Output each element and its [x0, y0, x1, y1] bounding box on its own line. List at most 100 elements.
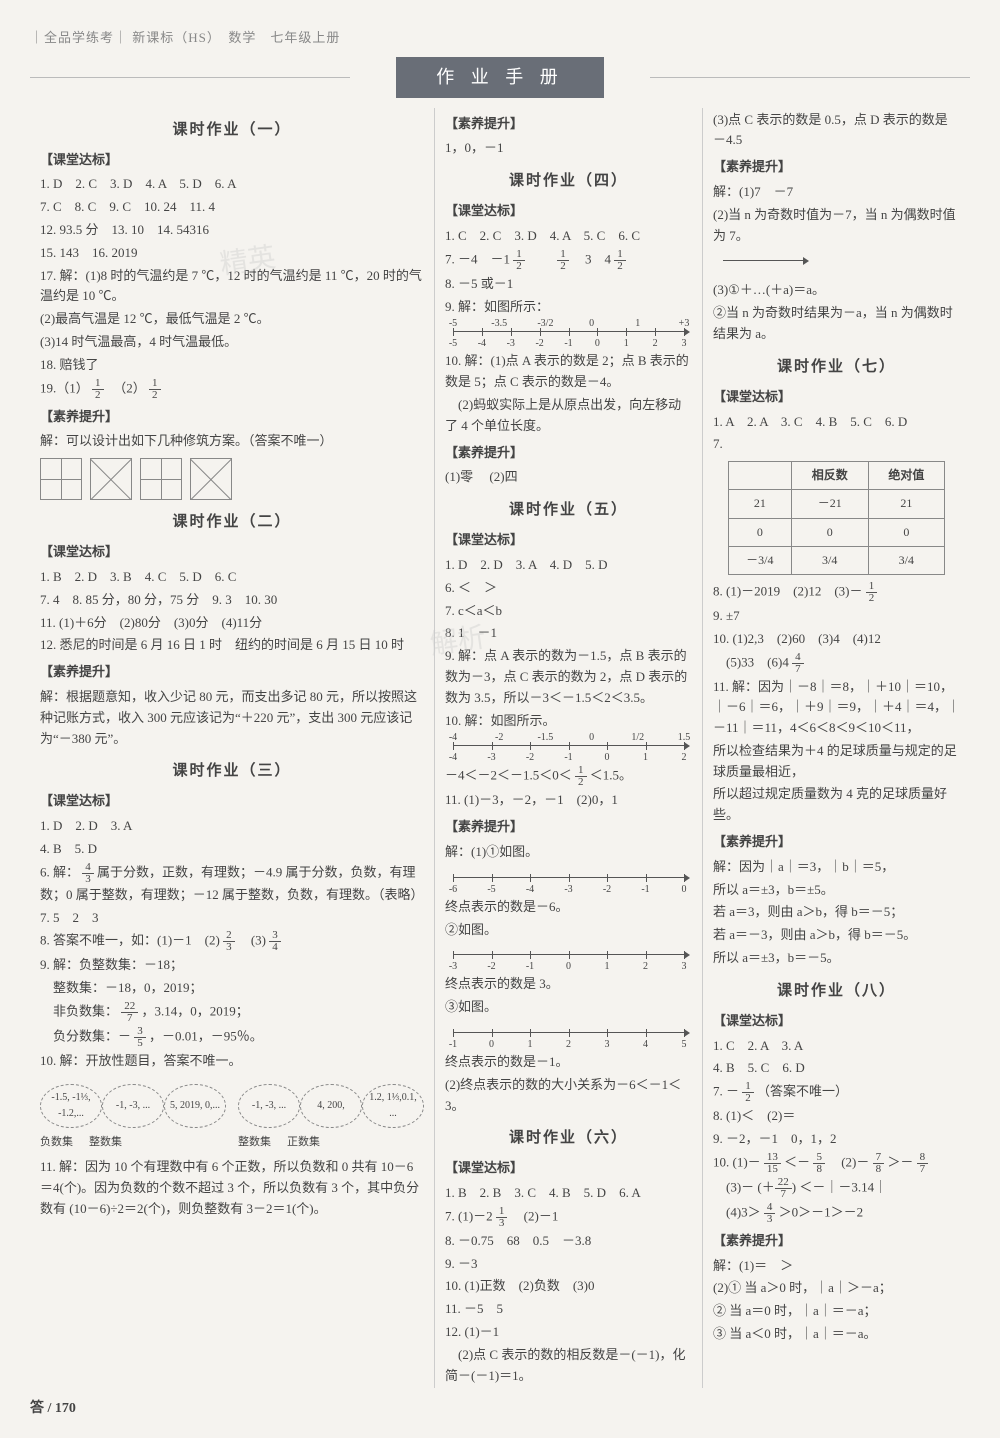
hw4-syts: 【素养提升】	[445, 443, 692, 464]
td-02: 21	[868, 490, 945, 518]
hw5-l12: 终点表示的数是 3。	[445, 974, 692, 995]
numline-1: -5-4-3-2-10123-5-3.5-3/201+3	[453, 331, 684, 347]
c3-pre-l5: ②当 n 为奇数时结果为－a，当 n 为偶数时结果为 a。	[713, 303, 960, 345]
hw7-l12: 若 a＝3，则由 a＞b，得 b＝－5；	[713, 902, 960, 923]
hw6-l2a: 7. (1)－2	[445, 1208, 493, 1223]
frac-5-8: 58	[813, 1152, 825, 1175]
hw8-l6a: 10. (1)－	[713, 1154, 761, 1169]
oval-1: -1.5, -1⅓, -1.2,...	[40, 1084, 102, 1128]
hw4-l2: 7. －4 －1 12 12 3 4 12	[445, 249, 692, 272]
hw1-l5: 17. 解：(1)8 时的气温约是 7 ℃，12 时的气温约是 11 ℃，20 …	[40, 266, 424, 308]
hw5-ktdb: 【课堂达标】	[445, 530, 692, 551]
hw5-l7a: －4＜－2＜－1.5＜0＜	[445, 768, 572, 783]
hw1-l6: (2)最高气温是 12 ℃，最低气温是 2 ℃。	[40, 309, 424, 330]
th-1: 相反数	[791, 462, 868, 490]
hw2-l5: 解：根据题意知，收入少记 80 元，而支出多记 80 元，所以按照这种记账方式，…	[40, 687, 424, 749]
hw3-l4: 7. 5 2 3	[40, 908, 424, 929]
columns: 课时作业（一） 【课堂达标】 1. D 2. C 3. D 4. A 5. D …	[30, 108, 970, 1389]
hw3-l2: 4. B 5. D	[40, 839, 424, 860]
column-3: (3)点 C 表示的数是 0.5，点 D 表示的数是－4.5 【素养提升】 解：…	[703, 108, 970, 1389]
hw3-l8b: ，3.14，0，2019；	[142, 1003, 249, 1018]
hw8-l7b: ＜－｜－3.14｜	[799, 1179, 887, 1194]
hw3-l9b: ，－0.01，－95％。	[149, 1028, 263, 1043]
hw4-title: 课时作业（四）	[445, 169, 692, 193]
hw7-l10: 解：因为｜a｜＝3，｜b｜＝5，	[713, 857, 960, 878]
hw8-l12: ③ 当 a＜0 时，｜a｜＝－a。	[713, 1324, 960, 1345]
hw8-l8b: ＞0＞－1＞－2	[779, 1204, 864, 1219]
hw7-table: 相反数 绝对值 21 －21 21 0 0 0 －3/4 3/4 3/4	[728, 461, 945, 575]
hw7-ktdb: 【课堂达标】	[713, 387, 960, 408]
c3-pre-l1: (3)点 C 表示的数是 0.5，点 D 表示的数是－4.5	[713, 110, 960, 152]
hw3-l3a: 6. 解：	[40, 864, 79, 879]
table-row: －3/4 3/4 3/4	[728, 546, 944, 574]
square-3	[140, 458, 182, 500]
oval-6: 1.2, 1⅓,0.1, ...	[362, 1084, 424, 1128]
hw6-l2b: (2)－1	[511, 1208, 559, 1223]
banner: 作 业 手 册	[396, 57, 604, 98]
hw1-l9a: 19.（1）	[40, 380, 89, 395]
hw1-l7: (3)14 时气温最高，4 时气温最低。	[40, 332, 424, 353]
hw3-l10: 10. 解：开放性题目，答案不唯一。	[40, 1051, 424, 1072]
hw6-l4: 9. －3	[445, 1254, 692, 1275]
hw1-l9b: （2）	[107, 380, 146, 395]
sub-title: 新课标（HS） 数学 七年级上册	[132, 30, 340, 45]
square-4	[190, 458, 232, 500]
frac-1-2b: 12	[149, 378, 161, 401]
square-1	[40, 458, 82, 500]
hw3-l5b: (3)	[238, 933, 266, 948]
hw1-l9: 19.（1） 12 （2） 12	[40, 378, 424, 401]
hw8-l5: 9. －2，－1 0，1，2	[713, 1129, 960, 1150]
hw8-l6b: ＜－	[784, 1154, 810, 1169]
hw5-l13: ③如图。	[445, 997, 692, 1018]
hw8-l6c: (2)－	[828, 1154, 869, 1169]
frac-2-3: 23	[223, 930, 235, 953]
grid-diagrams	[40, 458, 424, 500]
hw7-title: 课时作业（七）	[713, 355, 960, 379]
hw1-ktdb: 【课堂达标】	[40, 150, 424, 171]
hw3-l7: 整数集：－18，0，2019；	[40, 978, 424, 999]
ovl-1: 负数集	[40, 1134, 73, 1152]
hw1-l1: 1. D 2. C 3. D 4. A 5. D 6. A	[40, 174, 424, 195]
hw2-l2: 7. 4 8. 85 分，80 分，75 分 9. 3 10. 30	[40, 590, 424, 611]
c3-pre-l4: (3)①＋…(＋a)＝a。	[713, 280, 960, 301]
oval-5: 4, 200,	[300, 1084, 362, 1128]
hw4-l6: (2)蚂蚁实际上是从原点出发，向左移动了 4 个单位长度。	[445, 395, 692, 437]
hw1-l4: 15. 143 16. 2019	[40, 243, 424, 264]
hw5-l4: 8. 1 －1	[445, 623, 692, 644]
hw7-l3a: 8. (1)－2019 (2)12 (3)－	[713, 583, 862, 598]
numline-3: -6-5-4-3-2-10	[453, 877, 684, 893]
hw5-l9: 解：(1)①如图。	[445, 842, 692, 863]
square-2	[90, 458, 132, 500]
hw5-l6: 10. 解：如图所示。	[445, 711, 692, 732]
td-11: 0	[791, 518, 868, 546]
hw6-l3: 8. －0.75 68 0.5 －3.8	[445, 1231, 692, 1252]
hw4-l4: 9. 解：如图所示：	[445, 297, 692, 318]
page-number: 答 / 170	[30, 1398, 76, 1420]
hw5-l15: (2)终点表示的数的大小关系为－6＜－1＜3。	[445, 1075, 692, 1117]
hw8-ktdb: 【课堂达标】	[713, 1011, 960, 1032]
hw2-l4: 12. 悉尼的时间是 6 月 16 日 1 时 纽约的时间是 6 月 15 日 …	[40, 635, 424, 656]
hw5-l8: 11. (1)－3，－2，－1 (2)0，1	[445, 790, 692, 811]
td-10: 0	[728, 518, 791, 546]
column-2: 【素养提升】 1，0，－1 课时作业（四） 【课堂达标】 1. C 2. C 3…	[435, 108, 703, 1389]
hw3-l3b: 属于分数，正数，有理数；－4.9 属于分数，负数，有理数；0 属于整数，有理数；…	[40, 864, 424, 902]
hw8-l3b: （答案不唯一）	[757, 1084, 848, 1099]
frac-4-7: 47	[792, 652, 804, 675]
hw4-l3: 8. －5 或－1	[445, 274, 692, 295]
hw1-l3: 12. 93.5 分 13. 10 14. 54316	[40, 220, 424, 241]
ovals-row: -1.5, -1⅓, -1.2,... -1, -3, ... 5, 2019,…	[40, 1078, 424, 1152]
hw2-title: 课时作业（二）	[40, 510, 424, 534]
frac-22-7: 227	[121, 1001, 138, 1024]
table-header-row: 相反数 绝对值	[728, 462, 944, 490]
td-20: －3/4	[728, 546, 791, 574]
hw6-l1: 1. B 2. B 3. C 4. B 5. D 6. A	[445, 1183, 692, 1204]
banner-wrap: 作 业 手 册	[30, 57, 970, 98]
hw7-l6: (5)33 (6)4 47	[713, 652, 960, 675]
hw3-l11: 11. 解：因为 10 个有理数中有 6 个正数，所以负数和 0 共有 10－6…	[40, 1157, 424, 1219]
frac-8-7: 87	[917, 1152, 929, 1175]
hw2-ktdb: 【课堂达标】	[40, 542, 424, 563]
hw8-l2: 4. B 5. C 6. D	[713, 1058, 960, 1079]
th-2: 绝对值	[868, 462, 945, 490]
hw6-l5: 10. (1)正数 (2)负数 (3)0	[445, 1276, 692, 1297]
frac-1-2f: 12	[575, 765, 587, 788]
